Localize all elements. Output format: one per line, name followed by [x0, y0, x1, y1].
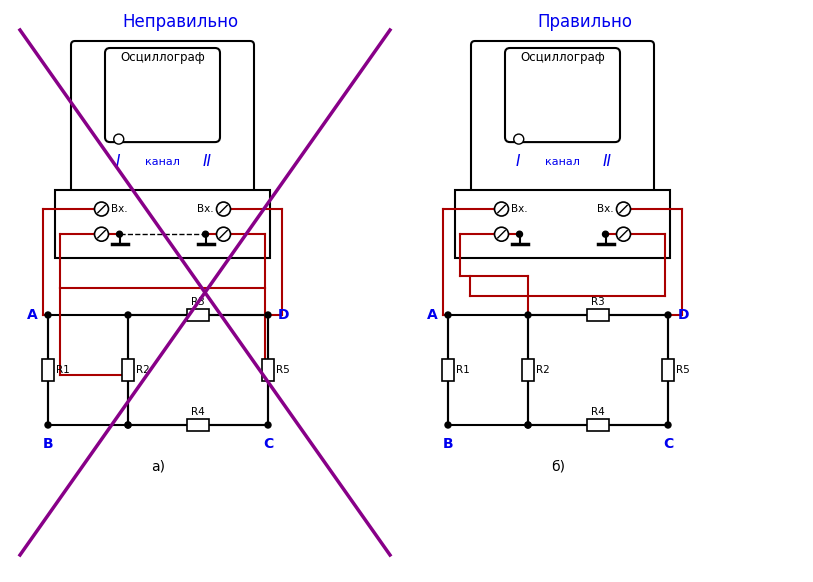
Text: Вх.: Вх. [511, 204, 528, 214]
Circle shape [94, 227, 108, 241]
Text: C: C [663, 437, 673, 451]
Text: канал: канал [545, 157, 580, 167]
Text: D: D [678, 308, 689, 322]
Bar [122, 359, 134, 381]
Circle shape [445, 422, 451, 428]
Bar [587, 309, 609, 321]
Text: R5: R5 [276, 365, 289, 375]
Circle shape [494, 227, 508, 241]
Bar [262, 359, 274, 381]
Circle shape [525, 422, 531, 428]
Text: R3: R3 [191, 297, 205, 307]
Text: Правильно: Правильно [537, 13, 633, 31]
Circle shape [494, 202, 508, 216]
Bar [522, 359, 534, 381]
Text: Неправильно: Неправильно [122, 13, 238, 31]
Text: D: D [278, 308, 289, 322]
Circle shape [665, 312, 671, 318]
FancyBboxPatch shape [505, 48, 620, 142]
Circle shape [125, 422, 131, 428]
Text: R4: R4 [191, 407, 205, 417]
Circle shape [445, 312, 451, 318]
Text: R2: R2 [136, 365, 150, 375]
Text: R4: R4 [591, 407, 605, 417]
Circle shape [616, 202, 631, 216]
Circle shape [216, 227, 231, 241]
Text: R1: R1 [56, 365, 70, 375]
Circle shape [45, 422, 51, 428]
Bar [187, 309, 209, 321]
Text: R2: R2 [536, 365, 550, 375]
Text: B: B [443, 437, 454, 451]
Circle shape [525, 312, 531, 318]
Text: а): а) [151, 460, 165, 474]
Text: Осциллограф: Осциллограф [520, 51, 605, 64]
Circle shape [116, 231, 123, 237]
Circle shape [265, 312, 271, 318]
Circle shape [125, 312, 131, 318]
Bar [55, 190, 270, 258]
Circle shape [616, 227, 631, 241]
Text: б): б) [551, 460, 565, 474]
Bar [442, 359, 454, 381]
Text: Вх.: Вх. [198, 204, 214, 214]
Text: Вх.: Вх. [598, 204, 614, 214]
Circle shape [45, 312, 51, 318]
Text: R3: R3 [591, 297, 605, 307]
Circle shape [202, 231, 208, 237]
Text: Вх.: Вх. [111, 204, 128, 214]
Bar [187, 419, 209, 431]
Text: R5: R5 [676, 365, 689, 375]
Text: A: A [28, 308, 38, 322]
Text: II: II [203, 154, 212, 169]
Circle shape [125, 422, 131, 428]
Text: A: A [428, 308, 438, 322]
Bar [42, 359, 54, 381]
Circle shape [514, 134, 524, 144]
Text: Осциллограф: Осциллограф [120, 51, 205, 64]
Bar [455, 190, 670, 258]
Text: C: C [263, 437, 273, 451]
Bar [662, 359, 674, 381]
Circle shape [94, 202, 108, 216]
Circle shape [114, 134, 124, 144]
FancyBboxPatch shape [471, 41, 654, 194]
Text: II: II [603, 154, 612, 169]
Text: I: I [515, 154, 520, 169]
Circle shape [216, 202, 231, 216]
FancyBboxPatch shape [105, 48, 220, 142]
Circle shape [665, 422, 671, 428]
Text: канал: канал [145, 157, 180, 167]
Text: I: I [115, 154, 120, 169]
FancyBboxPatch shape [71, 41, 254, 194]
Circle shape [516, 231, 523, 237]
Text: B: B [43, 437, 54, 451]
Circle shape [265, 422, 271, 428]
Circle shape [525, 422, 531, 428]
Circle shape [602, 231, 608, 237]
Bar [587, 419, 609, 431]
Text: R1: R1 [456, 365, 470, 375]
